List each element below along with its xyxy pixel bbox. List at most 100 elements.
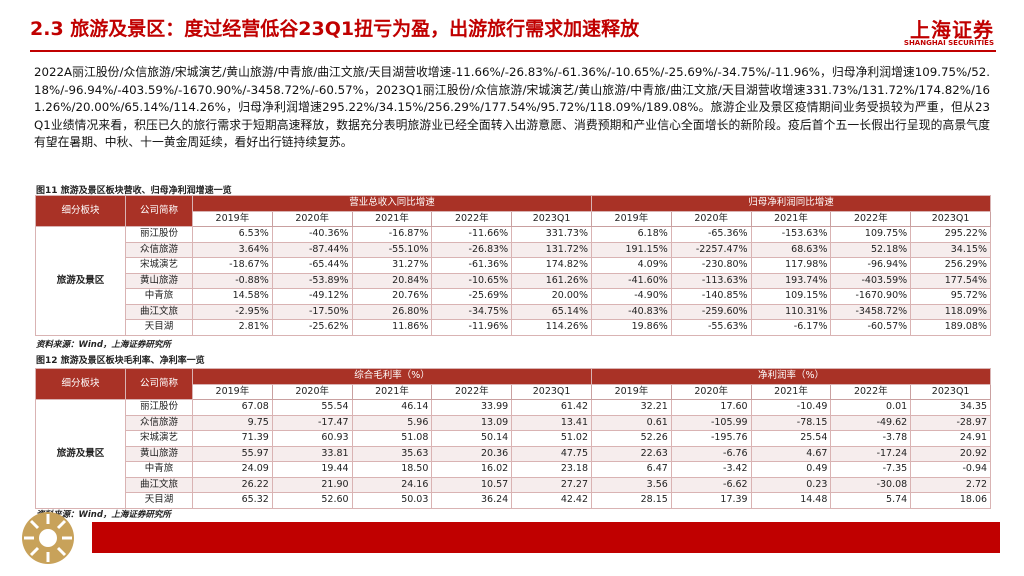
value-cell: 20.76%: [351, 288, 433, 305]
value-cell: 131.72%: [511, 241, 592, 258]
group-header: 归母净利润同比增速: [591, 195, 991, 212]
value-cell: -40.36%: [271, 226, 353, 243]
value-cell: 6.53%: [192, 226, 273, 243]
value-cell: -113.63%: [670, 272, 752, 289]
value-cell: 0.23: [750, 476, 832, 493]
header-row: 细分板块 公司简称 营业总收入同比增速 归母净利润同比增速: [35, 195, 991, 227]
company-cell: 曲江文旅: [125, 476, 193, 493]
year-header: 2022年: [830, 383, 912, 400]
header-row: 细分板块 公司简称 综合毛利率（%） 净利润率（%）: [35, 368, 992, 400]
data-table: 细分板块 公司简称 综合毛利率（%） 净利润率（%） 2019年 2020年 2021年 20…: [35, 368, 992, 509]
value-cell: 5.74: [830, 492, 912, 509]
value-cell: 34.35: [910, 399, 992, 416]
year-header: 2023Q1: [511, 383, 593, 400]
value-cell: 68.63%: [750, 241, 832, 258]
value-cell: 109.15%: [750, 288, 832, 305]
value-cell: 17.39: [670, 492, 752, 509]
logo-text: 上海证券: [910, 18, 994, 42]
value-cell: 117.98%: [750, 257, 832, 274]
value-cell: 24.16: [351, 476, 433, 493]
header-cell: 细分板块: [35, 195, 126, 227]
group-header: 净利润率（%）: [591, 368, 992, 385]
value-cell: 34.15%: [910, 241, 991, 258]
value-cell: 19.44: [271, 461, 353, 478]
logo-subtext: SHANGHAI SECURITIES: [903, 39, 994, 47]
value-cell: -4.90%: [591, 288, 672, 305]
value-cell: 52.26: [591, 430, 672, 447]
year-header: 2020年: [670, 383, 752, 400]
value-cell: -3458.72%: [830, 303, 912, 320]
data-row: 宋城演艺 71.39 60.93 51.08 50.14 51.02 52.26 -195.7…: [36, 430, 992, 447]
sector-cell: 旅游及景区: [35, 226, 126, 336]
company-cell: 黄山旅游: [125, 445, 193, 462]
table-source: 资料来源：Wind，上海证券研究所: [36, 340, 171, 350]
value-cell: 14.48: [750, 492, 832, 509]
value-cell: -30.08: [830, 476, 912, 493]
value-cell: -55.63%: [670, 319, 752, 336]
value-cell: 2.81%: [192, 319, 273, 336]
value-cell: -0.88%: [192, 272, 273, 289]
year-header: 2022年: [431, 210, 513, 227]
data-row: 旅游及景区 丽江股份 67.08 55.54 46.14 33.99 61.42 32.21 1…: [35, 399, 992, 509]
table-source: 资料来源：Wind，上海证券研究所: [36, 510, 171, 520]
data-row: 曲江文旅 -2.95% -17.50% 26.80% -34.75% 65.14% -40.…: [36, 303, 991, 320]
year-header: 2020年: [271, 383, 353, 400]
value-cell: -140.85%: [670, 288, 752, 305]
value-cell: 24.09: [192, 461, 273, 478]
group-header: 综合毛利率（%）: [191, 368, 593, 385]
data-row: 天目湖 65.32 52.60 50.03 36.24 42.42 28.15 17.39 14…: [36, 492, 992, 509]
value-cell: 295.22%: [910, 226, 991, 243]
value-cell: -2257.47%: [670, 241, 752, 258]
company-cell: 丽江股份: [125, 226, 193, 243]
value-cell: 20.92: [910, 445, 992, 462]
value-cell: -78.15: [750, 414, 832, 431]
value-cell: -7.35: [830, 461, 912, 478]
company-cell: 众信旅游: [125, 241, 193, 258]
value-cell: 20.00%: [511, 288, 592, 305]
year-header: 2023Q1: [511, 210, 592, 227]
year-header: 2022年: [431, 383, 513, 400]
value-cell: 71.39: [192, 430, 273, 447]
value-cell: 16.02: [431, 461, 513, 478]
value-cell: 118.09%: [910, 303, 991, 320]
data-row: 黄山旅游 -0.88% -53.89% 20.84% -10.65% 161.26% -41…: [36, 272, 991, 289]
value-cell: 6.18%: [591, 226, 672, 243]
value-cell: -60.57%: [830, 319, 912, 336]
data-row: 中青旅 14.58% -49.12% 20.76% -25.69% 20.00% -4.90…: [36, 288, 991, 305]
value-cell: 22.63: [591, 445, 672, 462]
page-number: 5: [987, 533, 994, 546]
value-cell: 191.15%: [591, 241, 672, 258]
value-cell: 11.86%: [351, 319, 433, 336]
value-cell: -195.76: [670, 430, 752, 447]
header-cell: 公司简称: [125, 368, 193, 400]
company-cell: 天目湖: [125, 492, 193, 509]
value-cell: 177.54%: [910, 272, 991, 289]
value-cell: 189.08%: [910, 319, 991, 336]
value-cell: 26.22: [192, 476, 273, 493]
value-cell: 46.14: [351, 399, 433, 416]
value-cell: -17.47: [271, 414, 353, 431]
value-cell: 10.57: [431, 476, 513, 493]
value-cell: 67.08: [192, 399, 273, 416]
value-cell: 256.29%: [910, 257, 991, 274]
year-row: 2019年 2020年 2021年 2022年 2023Q1 2019年 2020年 2021…: [36, 383, 992, 400]
company-cell: 丽江股份: [125, 399, 193, 416]
value-cell: -61.36%: [431, 257, 513, 274]
value-cell: 32.21: [591, 399, 672, 416]
header-cell: 公司简称: [125, 195, 193, 227]
value-cell: 110.31%: [750, 303, 832, 320]
value-cell: 2.72: [910, 476, 992, 493]
year-header: 2021年: [351, 210, 433, 227]
value-cell: -230.80%: [670, 257, 752, 274]
value-cell: 4.67: [750, 445, 832, 462]
value-cell: -55.10%: [351, 241, 433, 258]
value-cell: 47.75: [511, 445, 593, 462]
value-cell: 331.73%: [511, 226, 592, 243]
value-cell: 51.02: [511, 430, 593, 447]
value-cell: 42.42: [511, 492, 593, 509]
value-cell: -18.67%: [192, 257, 273, 274]
table-caption: 图12 旅游及景区板块毛利率、净利率一览: [36, 356, 205, 366]
footer-bar: [92, 522, 1000, 553]
value-cell: -10.65%: [431, 272, 513, 289]
